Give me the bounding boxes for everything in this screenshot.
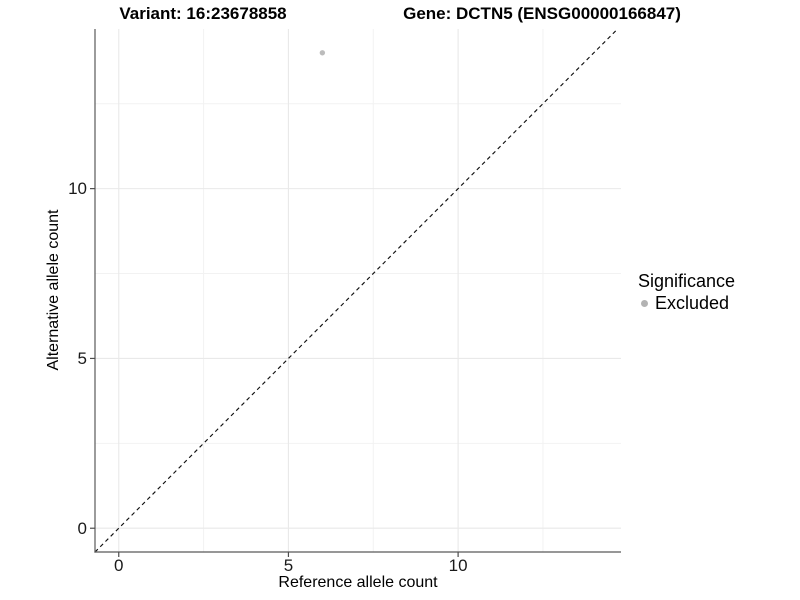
y-tick-label: 5	[77, 348, 87, 368]
legend-point-icon	[641, 299, 648, 307]
legend-entry-label: Excluded	[655, 293, 730, 313]
x-tick-label: 5	[283, 556, 294, 575]
y-tick-label: 0	[77, 518, 87, 538]
plot-title-variant: Variant: 16:23678858	[119, 4, 287, 23]
x-tick-label: 0	[114, 556, 124, 575]
legend: Significance Excluded	[638, 271, 798, 313]
legend-title: Significance	[638, 271, 736, 291]
plot-title-gene: Gene: DCTN5 (ENSG00000166847)	[403, 4, 681, 23]
legend-entry-excluded: Excluded	[638, 293, 798, 313]
y-axis-title: Alternative allele count	[45, 209, 62, 371]
x-tick-label: 10	[448, 556, 468, 575]
identity-line	[94, 28, 619, 553]
y-tick-label: 10	[68, 179, 87, 199]
data-point-excluded	[319, 50, 326, 56]
x-axis-title: Reference allele count	[278, 574, 438, 591]
